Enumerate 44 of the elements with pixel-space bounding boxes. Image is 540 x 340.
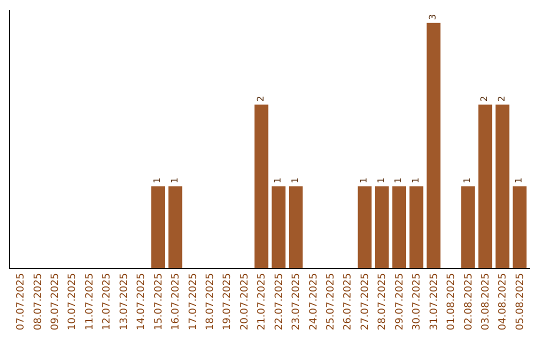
x-tick-label: 29.07.2025 xyxy=(394,273,406,330)
x-tick-label: 20.07.2025 xyxy=(239,273,250,330)
x-tick-label: 09.07.2025 xyxy=(50,273,62,330)
data-label: 2 xyxy=(480,96,490,102)
x-tick-label: 08.07.2025 xyxy=(32,273,44,330)
data-label: 2 xyxy=(497,96,508,102)
x-tick-label: 13.07.2025 xyxy=(118,273,130,330)
x-tick-label: 03.08.2025 xyxy=(480,273,492,330)
x-tick-label: 04.08.2025 xyxy=(498,273,509,330)
x-tick-label: 30.07.2025 xyxy=(412,273,423,330)
x-tick-label: 22.07.2025 xyxy=(274,273,285,330)
x-tick-label: 05.08.2025 xyxy=(514,273,526,330)
data-label: 1 xyxy=(411,178,422,184)
x-tick-label: 21.07.2025 xyxy=(256,273,268,330)
data-label: 1 xyxy=(514,178,525,184)
data-label: 1 xyxy=(290,178,301,184)
x-tick-label: 19.07.2025 xyxy=(222,273,234,330)
data-label: 1 xyxy=(463,178,474,184)
x-tick-label: 24.07.2025 xyxy=(308,273,320,330)
x-tick-label: 14.07.2025 xyxy=(136,273,148,330)
x-tick-label: 07.07.2025 xyxy=(16,273,27,330)
x-tick-label: 01.08.2025 xyxy=(446,273,458,330)
x-tick-label: 11.07.2025 xyxy=(84,273,96,330)
x-tick-label: 18.07.2025 xyxy=(204,273,216,330)
x-tick-label: 02.08.2025 xyxy=(463,273,474,330)
x-tick-label: 12.07.2025 xyxy=(102,273,113,330)
data-label: 1 xyxy=(394,178,404,184)
x-tick-label: 15.07.2025 xyxy=(153,273,164,330)
x-tick-label: 17.07.2025 xyxy=(188,273,199,330)
data-label: 1 xyxy=(376,178,387,184)
data-label: 1 xyxy=(153,178,164,184)
x-tick-label: 16.07.2025 xyxy=(170,273,182,330)
x-tick-label: 25.07.2025 xyxy=(326,273,337,330)
x-tick-label: 28.07.2025 xyxy=(377,273,388,330)
x-tick-label: 23.07.2025 xyxy=(291,273,302,330)
data-label: 1 xyxy=(360,178,370,184)
data-label: 1 xyxy=(274,178,284,184)
x-tick-label: 26.07.2025 xyxy=(342,273,354,330)
x-tick-label: 10.07.2025 xyxy=(67,273,78,330)
x-tick-label: 27.07.2025 xyxy=(360,273,371,330)
data-label: 2 xyxy=(256,96,266,102)
x-tick-label: 31.07.2025 xyxy=(428,273,440,330)
data-label: 3 xyxy=(428,14,439,20)
data-label: 1 xyxy=(170,178,180,184)
